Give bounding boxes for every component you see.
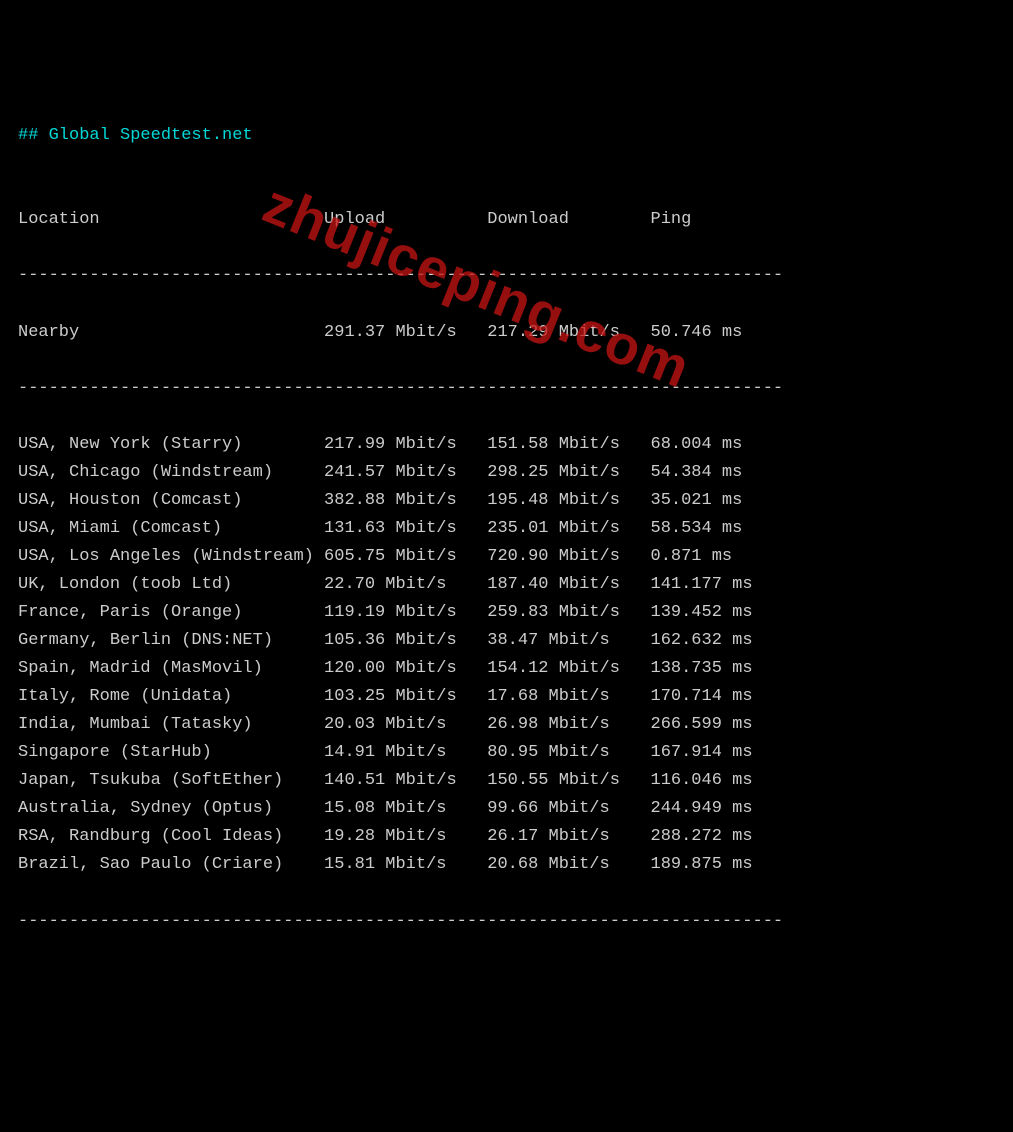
table-row: India, Mumbai (Tatasky) 20.03 Mbit/s 26.… — [18, 711, 995, 739]
divider-mid: ----------------------------------------… — [18, 375, 995, 403]
divider-bottom: ----------------------------------------… — [18, 908, 995, 936]
table-row: Spain, Madrid (MasMovil) 120.00 Mbit/s 1… — [18, 655, 995, 683]
section-title: ## Global Speedtest.net — [18, 126, 253, 145]
table-row: Brazil, Sao Paulo (Criare) 15.81 Mbit/s … — [18, 851, 995, 879]
table-row: USA, Chicago (Windstream) 241.57 Mbit/s … — [18, 459, 995, 487]
speedtest-results-container: USA, New York (Starry) 217.99 Mbit/s 151… — [18, 431, 995, 880]
table-row: Singapore (StarHub) 14.91 Mbit/s 80.95 M… — [18, 739, 995, 767]
table-row: USA, Houston (Comcast) 382.88 Mbit/s 195… — [18, 487, 995, 515]
table-row: Japan, Tsukuba (SoftEther) 140.51 Mbit/s… — [18, 767, 995, 795]
table-row: USA, Los Angeles (Windstream) 605.75 Mbi… — [18, 543, 995, 571]
table-row: Germany, Berlin (DNS:NET) 105.36 Mbit/s … — [18, 627, 995, 655]
blank-line — [18, 150, 995, 178]
nearby-row: Nearby 291.37 Mbit/s 217.29 Mbit/s 50.74… — [18, 319, 995, 347]
table-row: Australia, Sydney (Optus) 15.08 Mbit/s 9… — [18, 795, 995, 823]
table-row: USA, New York (Starry) 217.99 Mbit/s 151… — [18, 431, 995, 459]
table-row: RSA, Randburg (Cool Ideas) 19.28 Mbit/s … — [18, 823, 995, 851]
table-row: UK, London (toob Ltd) 22.70 Mbit/s 187.4… — [18, 571, 995, 599]
divider-top: ----------------------------------------… — [18, 262, 995, 290]
table-row: USA, Miami (Comcast) 131.63 Mbit/s 235.0… — [18, 515, 995, 543]
table-row: Italy, Rome (Unidata) 103.25 Mbit/s 17.6… — [18, 683, 995, 711]
table-row: France, Paris (Orange) 119.19 Mbit/s 259… — [18, 599, 995, 627]
header-row: Location Upload Download Ping — [18, 206, 995, 234]
